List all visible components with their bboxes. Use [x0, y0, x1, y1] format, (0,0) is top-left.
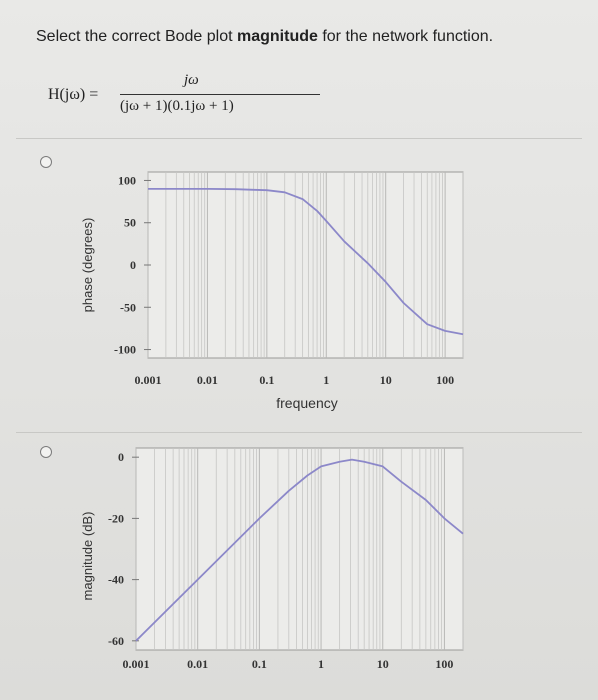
- phase-x-tick-label: 0.1: [259, 373, 274, 387]
- magnitude-y-tick-label: 0: [118, 450, 124, 464]
- magnitude-y-axis-label: magnitude (dB): [80, 512, 95, 601]
- phase-x-axis-label: frequency: [276, 395, 337, 411]
- magnitude-plot[interactable]: 0 -20 -40 -60 0.001 0.01 0.1 1 10 100 magnitude (d…: [80, 447, 464, 671]
- phase-plot-area: [147, 171, 464, 359]
- phase-x-tick-label: 0.01: [197, 373, 218, 387]
- phase-y-tick-label: 0: [130, 258, 136, 272]
- phase-x-tick-label: 0.001: [135, 373, 162, 387]
- formula-lhs: H(jω) =: [48, 86, 99, 103]
- radio-option-magnitude[interactable]: [40, 446, 52, 458]
- phase-y-tick-label: 50: [124, 216, 136, 230]
- magnitude-y-tick-label: -40: [108, 573, 124, 587]
- magnitude-x-tick-label: 0.1: [252, 657, 267, 671]
- magnitude-x-tick-label: 1: [318, 657, 324, 671]
- fraction-bar: [120, 94, 320, 95]
- magnitude-x-tick-label: 0.001: [123, 657, 150, 671]
- formula-numerator: jω: [184, 72, 199, 88]
- phase-x-tick-label: 100: [436, 373, 454, 387]
- phase-series-line: [148, 187, 464, 336]
- phase-y-tick-label: -100: [114, 343, 136, 357]
- magnitude-y-tick-label: -20: [108, 511, 124, 525]
- magnitude-x-tick-label: 0.01: [187, 657, 208, 671]
- question-suffix: for the network function.: [317, 28, 494, 45]
- question-prefix: Select the correct Bode plot: [36, 28, 237, 45]
- phase-y-tick-label: -50: [120, 300, 136, 314]
- question-bold: magnitude: [237, 28, 318, 45]
- magnitude-y-tick-label: -60: [108, 634, 124, 648]
- formula-denominator: (jω + 1)(0.1jω + 1): [120, 98, 234, 114]
- divider-top: [16, 138, 582, 139]
- phase-y-tick-label: 100: [118, 173, 136, 187]
- question-text: Select the correct Bode plot magnitude f…: [36, 28, 493, 46]
- radio-option-phase[interactable]: [40, 156, 52, 168]
- divider-middle: [16, 432, 582, 433]
- magnitude-x-tick-label: 100: [435, 657, 453, 671]
- magnitude-plot-area: [135, 447, 464, 651]
- magnitude-x-tick-label: 10: [377, 657, 389, 671]
- phase-y-axis-label: phase (degrees): [80, 218, 95, 313]
- magnitude-series-line: [135, 458, 464, 642]
- phase-x-tick-label: 10: [380, 373, 392, 387]
- network-function-formula: H(jω) = jω (jω + 1)(0.1jω + 1): [48, 72, 320, 120]
- phase-x-tick-label: 1: [323, 373, 329, 387]
- phase-plot[interactable]: 100 50 0 -50 -100 0.001 0.01 0.1 1 10 100 phase (de…: [80, 171, 464, 411]
